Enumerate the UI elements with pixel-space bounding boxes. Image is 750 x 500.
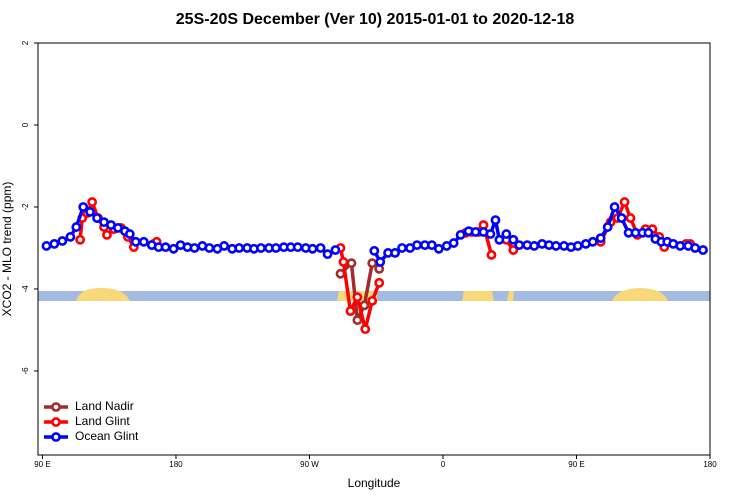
data-point bbox=[514, 240, 525, 251]
land-patch bbox=[612, 288, 668, 301]
y-tick-label: -4 bbox=[21, 285, 30, 293]
land-patch bbox=[507, 291, 514, 301]
data-point bbox=[352, 292, 363, 303]
legend-marker bbox=[51, 432, 61, 442]
data-point bbox=[360, 324, 371, 335]
data-point bbox=[189, 243, 200, 253]
data-point bbox=[698, 245, 708, 255]
data-point bbox=[315, 243, 326, 253]
data-point bbox=[307, 243, 318, 254]
y-tick-label: -2 bbox=[21, 203, 30, 211]
data-point bbox=[367, 258, 378, 269]
chart-title: 25S-20S December (Ver 10) 2015-01-01 to … bbox=[176, 11, 575, 28]
data-point bbox=[168, 243, 179, 254]
x-tick-label: 0 bbox=[441, 460, 446, 469]
data-point bbox=[234, 243, 245, 253]
data-point bbox=[551, 241, 561, 251]
data-point bbox=[346, 258, 357, 269]
data-point bbox=[75, 234, 86, 245]
legend-marker bbox=[51, 417, 61, 427]
y-axis-label: XCO2 - MLO trend (ppm) bbox=[0, 182, 14, 317]
data-point bbox=[102, 229, 112, 240]
data-point bbox=[85, 206, 95, 217]
data-point bbox=[41, 241, 52, 251]
data-point bbox=[508, 245, 519, 255]
data-point bbox=[71, 222, 82, 232]
data-point bbox=[352, 315, 363, 326]
data-point bbox=[625, 213, 636, 223]
data-point bbox=[485, 229, 496, 239]
plot-frame bbox=[37, 42, 711, 456]
data-point bbox=[345, 306, 356, 317]
x-tick-label: 180 bbox=[169, 460, 183, 469]
data-point bbox=[426, 240, 437, 251]
data-point bbox=[433, 243, 444, 254]
data-point bbox=[508, 234, 519, 245]
data-point bbox=[470, 227, 481, 237]
data-point bbox=[390, 247, 400, 258]
data-point bbox=[602, 222, 613, 232]
x-tick-label: 90 W bbox=[300, 460, 319, 469]
data-point bbox=[219, 241, 230, 251]
data-point bbox=[130, 236, 141, 247]
data-point bbox=[616, 213, 627, 223]
legend-marker bbox=[51, 402, 61, 412]
data-point bbox=[160, 242, 171, 253]
data-point bbox=[397, 243, 407, 253]
data-point bbox=[87, 197, 98, 207]
data-point bbox=[455, 229, 466, 240]
data-point bbox=[501, 229, 512, 239]
data-point bbox=[572, 241, 583, 251]
x-axis-label: Longitude bbox=[348, 476, 401, 490]
data-point bbox=[124, 229, 135, 239]
data-point bbox=[490, 215, 501, 225]
plot-lines bbox=[41, 197, 708, 335]
data-point bbox=[529, 241, 540, 251]
legend-label: Land Nadir bbox=[75, 399, 134, 413]
land-patch bbox=[76, 288, 130, 301]
data-point bbox=[271, 243, 281, 253]
data-point bbox=[78, 202, 89, 212]
data-point bbox=[322, 249, 333, 260]
data-point bbox=[49, 238, 60, 249]
data-point bbox=[359, 300, 370, 311]
data-point bbox=[412, 240, 422, 251]
data-point bbox=[595, 233, 606, 244]
data-point bbox=[675, 241, 686, 251]
data-point bbox=[65, 232, 76, 242]
data-point bbox=[256, 243, 266, 253]
data-point bbox=[57, 236, 68, 246]
data-point bbox=[330, 245, 341, 255]
data-point bbox=[690, 243, 701, 253]
data-point bbox=[494, 234, 505, 245]
land-patch bbox=[462, 291, 494, 301]
data-point bbox=[367, 295, 378, 306]
data-point bbox=[335, 268, 346, 279]
data-point bbox=[92, 213, 102, 223]
y-tick-label: 0 bbox=[21, 122, 30, 127]
x-tick-label: 90 E bbox=[34, 460, 50, 469]
data-point bbox=[369, 245, 380, 256]
x-tick-label: 90 E bbox=[568, 460, 584, 469]
data-point bbox=[643, 227, 654, 238]
y-tick-label: 2 bbox=[21, 40, 30, 45]
data-point bbox=[448, 238, 459, 248]
x-tick-label: 180 bbox=[703, 460, 717, 469]
legend-label: Land Glint bbox=[75, 414, 130, 428]
data-point bbox=[587, 236, 598, 247]
data-point bbox=[375, 257, 386, 267]
data-point bbox=[619, 197, 630, 207]
y-tick-label: -6 bbox=[21, 367, 30, 375]
legend-label: Ocean Glint bbox=[75, 429, 139, 443]
series-line bbox=[78, 200, 691, 331]
data-point bbox=[292, 242, 303, 253]
data-point bbox=[609, 202, 620, 212]
data-point bbox=[374, 277, 385, 288]
data-point bbox=[338, 257, 349, 267]
data-point bbox=[486, 250, 497, 260]
data-point bbox=[138, 236, 149, 247]
data-point bbox=[204, 243, 215, 253]
